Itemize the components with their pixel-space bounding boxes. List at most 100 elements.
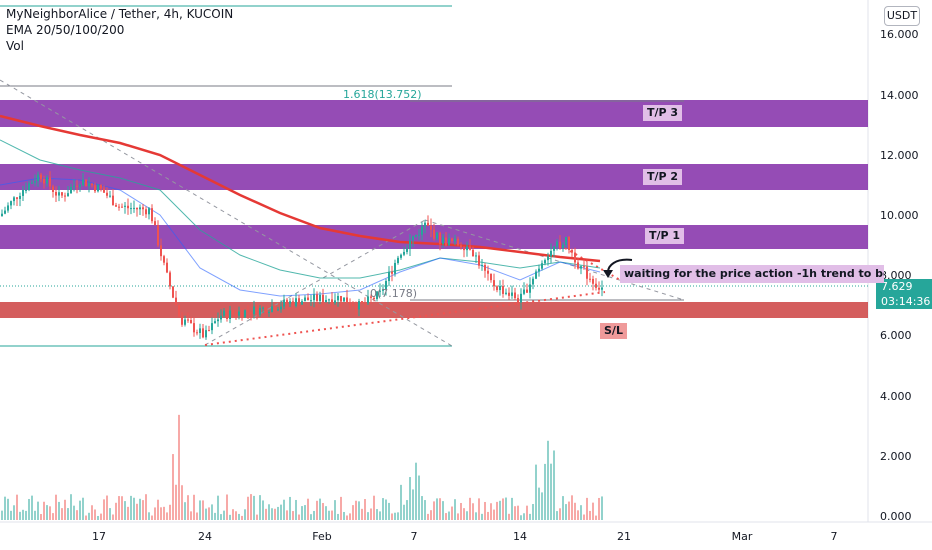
time-label: Feb	[312, 530, 331, 543]
dotted-resistance-line	[564, 247, 621, 281]
volume-bar	[70, 494, 72, 520]
candle-body	[358, 301, 360, 310]
volume-bar	[490, 503, 492, 520]
volume-bar	[184, 502, 186, 520]
fib-1618-label: 1.618(13.752)	[343, 88, 422, 101]
tp3-label[interactable]: T/P 3	[643, 105, 683, 121]
candle-body	[136, 207, 138, 210]
candle-body	[580, 266, 582, 269]
volume-bar	[427, 513, 429, 520]
candle-body	[370, 296, 372, 298]
candle-body	[373, 297, 375, 300]
symbol-title[interactable]: MyNeighborAlice / Tether, 4h, KUCOIN	[6, 7, 234, 21]
volume-bar	[439, 498, 441, 520]
candle-body	[433, 229, 435, 239]
tp2-label[interactable]: T/P 2	[643, 169, 683, 185]
volume-bar	[118, 496, 120, 520]
candle-body	[76, 185, 78, 187]
currency-button[interactable]: USDT	[884, 6, 920, 26]
volume-bar	[52, 513, 54, 520]
volume-bar	[259, 495, 261, 520]
candle-body	[535, 271, 537, 279]
tp1-label[interactable]: T/P 1	[645, 228, 685, 244]
volume-bar	[334, 500, 336, 520]
candle-body	[262, 307, 264, 309]
candle-body	[115, 205, 117, 207]
candle-body	[391, 271, 393, 274]
candle-body	[280, 306, 282, 310]
candle-body	[88, 183, 90, 187]
volume-bar	[109, 508, 111, 520]
volume-bar	[256, 514, 258, 520]
candle-body	[130, 208, 132, 210]
volume-bar	[76, 510, 78, 520]
volume-bar	[13, 505, 15, 520]
candle-body	[67, 193, 69, 197]
volume-bar	[232, 509, 234, 520]
volume-bar	[565, 504, 567, 520]
candle-body	[175, 297, 177, 305]
sl-label[interactable]: S/L	[600, 323, 627, 339]
fib-0-label: 0(7.178)	[370, 287, 418, 300]
volume-bar	[316, 500, 318, 520]
candle-body	[463, 247, 465, 251]
ema-indicator-label[interactable]: EMA 20/50/100/200	[6, 23, 125, 37]
candle-body	[37, 174, 39, 182]
candle-body	[424, 222, 426, 227]
volume-bar	[112, 514, 114, 520]
volume-bar	[583, 514, 585, 520]
candle-body	[334, 300, 336, 304]
volume-bar	[358, 501, 360, 520]
candle-body	[232, 310, 234, 314]
volume-bar	[106, 495, 108, 520]
volume-bar	[301, 506, 303, 520]
volume-bar	[25, 510, 27, 520]
candle-body	[559, 241, 561, 249]
candle-body	[235, 313, 237, 316]
candle-body	[457, 238, 459, 246]
volume-bar	[187, 495, 189, 520]
volume-bar	[202, 500, 204, 520]
volume-bar	[145, 494, 147, 520]
price-label: 2.000	[880, 450, 912, 463]
time-label: 17	[92, 530, 106, 543]
volume-bar	[556, 511, 558, 520]
volume-bar	[448, 511, 450, 520]
candle-body	[31, 182, 33, 184]
volume-bar	[319, 498, 321, 520]
candle-body	[502, 286, 504, 294]
volume-bar	[190, 511, 192, 520]
candle-body	[58, 192, 60, 196]
volume-bar	[295, 499, 297, 520]
candle-body	[367, 296, 369, 304]
candle-body	[382, 289, 384, 291]
volume-bar	[7, 498, 9, 520]
volume-bar	[475, 512, 477, 520]
candle-body	[406, 248, 408, 252]
candle-body	[34, 181, 36, 183]
candle-body	[142, 207, 144, 210]
volume-bar	[166, 512, 168, 520]
candle-body	[574, 252, 576, 263]
volume-bar	[85, 515, 87, 520]
volume-bar	[328, 510, 330, 520]
volume-bar	[361, 508, 363, 520]
candle-body	[400, 254, 402, 258]
volume-indicator-label[interactable]: Vol	[6, 39, 24, 53]
volume-bar	[433, 501, 435, 520]
volume-bar	[352, 505, 354, 520]
candle-body	[178, 304, 180, 317]
candle-body	[376, 291, 378, 300]
volume-bar	[67, 508, 69, 520]
volume-bar	[286, 510, 288, 520]
time-label: 7	[411, 530, 418, 543]
time-label: 24	[198, 530, 212, 543]
candle-body	[256, 306, 258, 315]
candle-body	[601, 287, 603, 290]
candle-body	[301, 301, 303, 305]
candle-body	[397, 257, 399, 263]
volume-bar	[346, 515, 348, 520]
price-action-note[interactable]: waiting for the price action -1h trend t…	[620, 265, 884, 283]
candle-body	[238, 311, 240, 316]
